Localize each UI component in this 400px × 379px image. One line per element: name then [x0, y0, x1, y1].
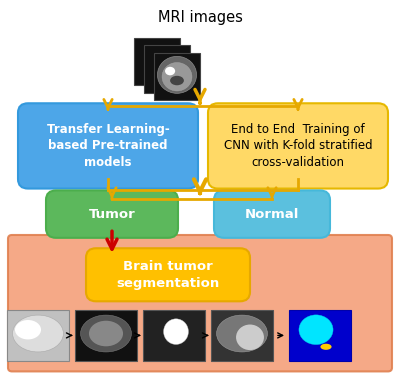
FancyBboxPatch shape	[143, 310, 205, 361]
FancyBboxPatch shape	[46, 190, 178, 238]
FancyBboxPatch shape	[86, 248, 250, 301]
Ellipse shape	[15, 320, 41, 340]
FancyBboxPatch shape	[7, 310, 69, 361]
FancyBboxPatch shape	[144, 45, 190, 93]
Text: MRI images: MRI images	[158, 9, 242, 25]
Ellipse shape	[165, 67, 175, 75]
Text: Brain tumor
segmentation: Brain tumor segmentation	[116, 260, 220, 290]
FancyBboxPatch shape	[8, 235, 392, 371]
Ellipse shape	[320, 344, 332, 350]
Ellipse shape	[236, 324, 264, 350]
FancyBboxPatch shape	[18, 103, 198, 189]
Ellipse shape	[158, 56, 196, 93]
Ellipse shape	[216, 315, 268, 352]
FancyBboxPatch shape	[214, 190, 330, 238]
FancyBboxPatch shape	[134, 38, 180, 85]
Ellipse shape	[12, 315, 64, 352]
FancyBboxPatch shape	[289, 310, 351, 361]
Text: End to End  Training of
CNN with K-fold stratified
cross-validation: End to End Training of CNN with K-fold s…	[224, 123, 372, 169]
Ellipse shape	[80, 315, 132, 352]
FancyBboxPatch shape	[211, 310, 273, 361]
Text: Normal: Normal	[245, 208, 299, 221]
FancyBboxPatch shape	[154, 53, 200, 100]
Ellipse shape	[164, 319, 188, 345]
FancyBboxPatch shape	[208, 103, 388, 189]
Ellipse shape	[162, 63, 192, 91]
Text: Tumor: Tumor	[89, 208, 135, 221]
FancyBboxPatch shape	[75, 310, 137, 361]
Ellipse shape	[89, 321, 123, 346]
Text: Transfer Learning-
based Pre-trained
models: Transfer Learning- based Pre-trained mod…	[47, 123, 169, 169]
Ellipse shape	[170, 76, 184, 85]
Ellipse shape	[299, 315, 333, 345]
